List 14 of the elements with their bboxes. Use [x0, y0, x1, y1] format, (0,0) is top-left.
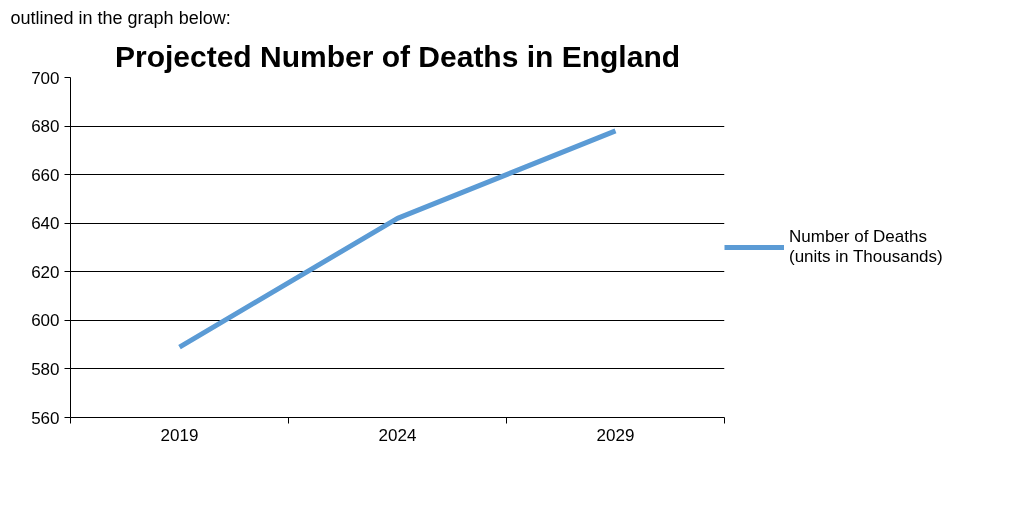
x-tick-label: 2019 — [160, 425, 199, 445]
y-tick-label: 600 — [31, 311, 60, 331]
y-tick-label: 620 — [31, 262, 60, 282]
chart-title: Projected Number of Deaths in England — [114, 39, 681, 73]
legend-label: Number of Deaths (units in Thousands) — [789, 227, 944, 267]
x-tick-label: 2024 — [378, 425, 417, 445]
y-tick-label: 560 — [31, 408, 60, 428]
y-tick-label: 660 — [31, 165, 60, 185]
y-tick-label: 640 — [31, 214, 60, 234]
y-tick-label: 700 — [31, 68, 60, 88]
x-tick-label: 2029 — [596, 425, 635, 445]
text: outlined in the graph below: — [10, 7, 231, 28]
y-tick-label: 680 — [31, 117, 60, 137]
y-tick-label: 580 — [31, 359, 60, 379]
